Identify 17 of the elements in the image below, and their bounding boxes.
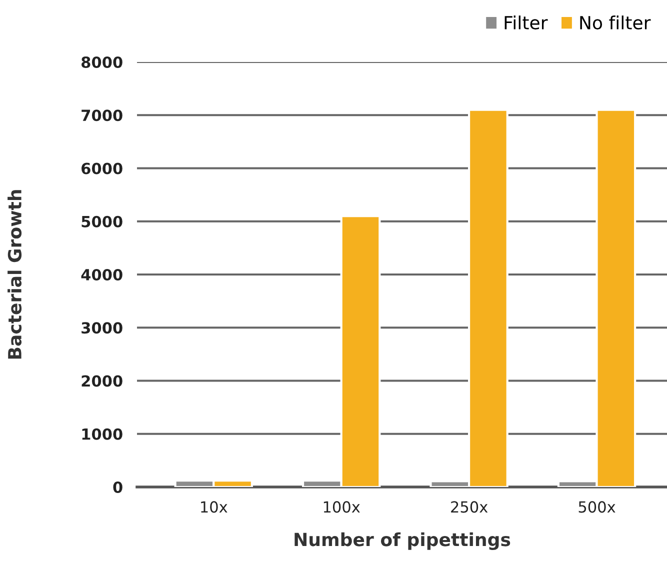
y-tick-label: 5000 (82, 216, 122, 228)
y-tick-label: 0 (113, 481, 122, 494)
x-axis-title: Number of pipettings (294, 532, 510, 550)
y-tick-label: 6000 (82, 162, 122, 174)
legend-label: No filter (580, 16, 651, 30)
x-tick-label: 500x (578, 501, 616, 513)
y-tick-label: 1000 (82, 428, 122, 440)
y-tick-label: 4000 (81, 268, 122, 281)
y-tick-label: 7000 (82, 110, 122, 122)
y-axis-title: Bacterial Growth (8, 190, 22, 359)
x-tick-label: 10x (201, 501, 228, 513)
y-tick-label: 8000 (82, 56, 122, 68)
legend-label: Filter (504, 16, 548, 30)
y-tick-label: 3000 (82, 322, 122, 334)
y-tick-label: 2000 (82, 375, 122, 387)
x-tick-label: 100x (324, 501, 360, 513)
x-tick-label: 250x (451, 501, 488, 513)
